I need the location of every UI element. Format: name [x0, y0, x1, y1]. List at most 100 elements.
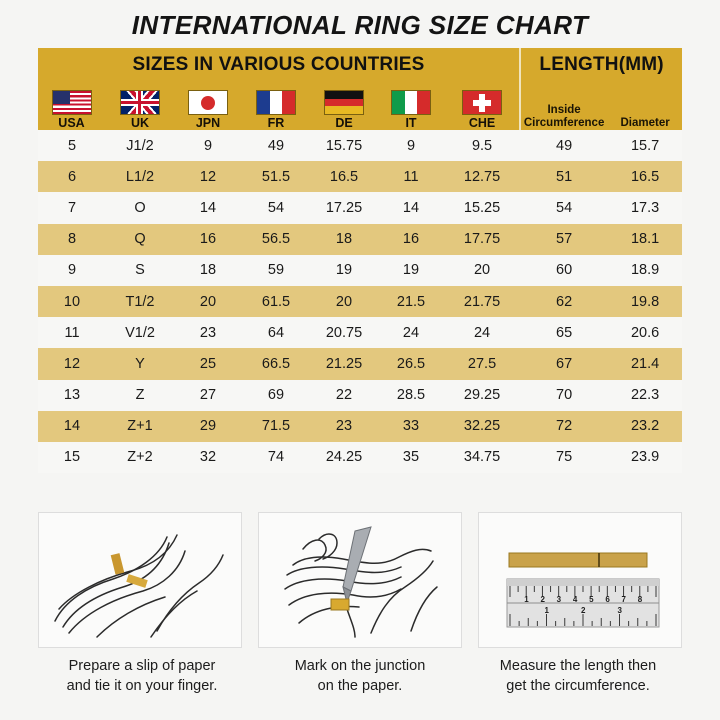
flag-germany-icon	[324, 90, 364, 115]
cell-che: 15.25	[444, 192, 521, 224]
flag-italy-icon	[391, 90, 431, 115]
table-row: 14 Z+1 29 71.5 23 33 32.25 72 23.2	[38, 410, 683, 442]
cell-che: 20	[444, 254, 521, 286]
cell-de: 19	[310, 254, 378, 286]
cell-jpn: 29	[174, 410, 242, 442]
cell-usa: 5	[38, 130, 106, 162]
cell-it: 26.5	[378, 348, 444, 380]
cell-de: 22	[310, 379, 378, 411]
cell-che: 9.5	[444, 130, 521, 162]
cell-fr: 71.5	[242, 410, 310, 442]
table-row: 13 Z 27 69 22 28.5 29.25 70 22.3	[38, 379, 683, 411]
flag-france-icon	[256, 90, 296, 115]
table-row: 8 Q 16 56.5 18 16 17.75 57 18.1	[38, 223, 683, 255]
cell-usa: 9	[38, 254, 106, 286]
illustration-marking-on-paper	[258, 512, 462, 648]
column-header-jpn: JPN	[174, 81, 242, 130]
cell-fr: 61.5	[242, 285, 310, 318]
cell-circumference: 65	[520, 317, 609, 349]
cell-de: 20	[310, 285, 378, 318]
svg-text:2: 2	[540, 595, 545, 604]
cell-uk: Y	[106, 348, 174, 380]
hand-marking-pen-icon	[284, 526, 438, 638]
column-header-che: CHE	[444, 81, 522, 130]
cell-che: 21.75	[444, 285, 521, 318]
cell-che: 12.75	[444, 161, 521, 193]
cell-it: 28.5	[378, 379, 444, 411]
pen-icon	[342, 526, 372, 605]
cell-circumference: 57	[520, 223, 609, 255]
cell-diameter: 17.3	[608, 192, 683, 224]
cell-jpn: 16	[174, 223, 242, 255]
cell-fr: 64	[242, 317, 310, 349]
cell-fr: 49	[242, 130, 310, 162]
cell-de: 20.75	[310, 317, 378, 349]
cell-de: 18	[310, 223, 378, 255]
cell-che: 24	[444, 317, 521, 349]
cell-fr: 66.5	[242, 348, 310, 380]
cell-jpn: 23	[174, 317, 242, 349]
cell-it: 21.5	[378, 285, 444, 318]
cell-circumference: 51	[520, 161, 609, 193]
cell-uk: O	[106, 192, 174, 224]
cell-usa: 11	[38, 317, 106, 349]
flag-japan-icon	[188, 90, 228, 115]
cell-usa: 15	[38, 441, 106, 474]
cell-uk: S	[106, 254, 174, 286]
table-row: 11 V1/2 23 64 20.75 24 24 65 20.6	[38, 317, 683, 349]
country-code-it: IT	[405, 116, 417, 130]
cell-jpn: 20	[174, 285, 242, 318]
cell-uk: T1/2	[106, 285, 174, 318]
cell-usa: 13	[38, 379, 106, 411]
cell-diameter: 21.4	[608, 348, 683, 380]
cell-circumference: 67	[520, 348, 609, 380]
cell-uk: Z	[106, 379, 174, 411]
svg-text:3: 3	[557, 595, 562, 604]
cell-diameter: 18.1	[608, 223, 683, 255]
cell-usa: 14	[38, 410, 106, 442]
column-header-fr: FR	[242, 81, 310, 130]
country-header-row: USA UK JPN	[38, 81, 683, 130]
country-code-de: DE	[335, 116, 353, 130]
cell-che: 32.25	[444, 410, 521, 442]
country-code-jpn: JPN	[195, 116, 221, 130]
cell-de: 16.5	[310, 161, 378, 193]
svg-text:3: 3	[618, 606, 623, 615]
cell-de: 17.25	[310, 192, 378, 224]
cell-jpn: 25	[174, 348, 242, 380]
cell-it: 9	[378, 130, 444, 162]
paper-strip-on-finger	[110, 553, 148, 588]
cell-diameter: 18.9	[608, 254, 683, 286]
cell-che: 27.5	[444, 348, 521, 380]
cell-che: 34.75	[444, 441, 521, 474]
cell-de: 21.25	[310, 348, 378, 380]
table-row: 12 Y 25 66.5 21.25 26.5 27.5 67 21.4	[38, 348, 683, 380]
cell-diameter: 20.6	[608, 317, 683, 349]
column-header-uk: UK	[106, 81, 174, 130]
svg-text:6: 6	[605, 595, 610, 604]
cell-uk: Z+2	[106, 441, 174, 474]
cell-che: 29.25	[444, 379, 521, 411]
column-header-de: DE	[310, 81, 378, 130]
cell-usa: 10	[38, 285, 106, 318]
svg-text:1: 1	[545, 606, 550, 615]
cell-jpn: 27	[174, 379, 242, 411]
svg-text:1: 1	[524, 595, 529, 604]
paper-strip	[330, 598, 350, 611]
cell-it: 19	[378, 254, 444, 286]
cell-uk: J1/2	[106, 130, 174, 162]
country-code-uk: UK	[130, 116, 150, 130]
svg-text:7: 7	[622, 595, 627, 604]
table-row: 15 Z+2 32 74 24.25 35 34.75 75 23.9	[38, 441, 683, 474]
cell-circumference: 75	[520, 441, 609, 474]
cell-circumference: 54	[520, 192, 609, 224]
caption-step-2: Mark on the junction on the paper.	[294, 658, 426, 694]
cell-jpn: 9	[174, 130, 242, 162]
cell-circumference: 62	[520, 285, 609, 318]
cell-uk: Q	[106, 223, 174, 255]
cell-usa: 8	[38, 223, 106, 255]
country-code-fr: FR	[267, 116, 285, 130]
